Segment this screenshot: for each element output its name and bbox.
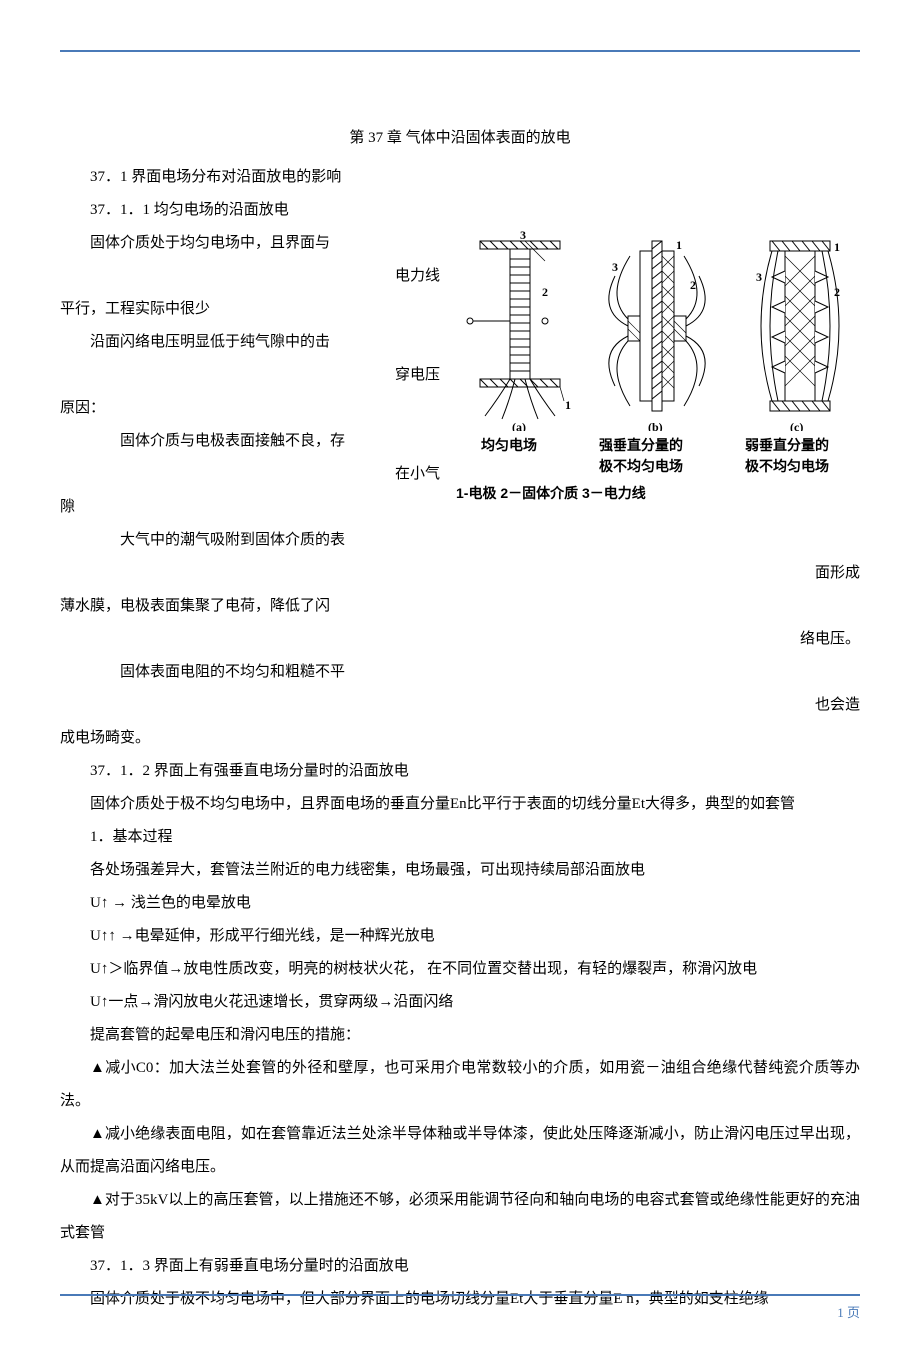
svg-text:1: 1: [565, 398, 571, 412]
figure-field-types: 3 2 1 (a): [450, 231, 860, 504]
body-text: ▲减小绝缘表面电阻，如在套管靠近法兰处涂半导体釉或半导体漆，使此处压降逐渐减小，…: [60, 1118, 860, 1184]
body-text: 固体介质处于极不均匀电场中，但大部分界面上的电场切线分量Et大于垂直分量E n，…: [60, 1283, 860, 1316]
page: 第 37 章 气体中沿固体表面的放电 37．1 界面电场分布对沿面放电的影响 3…: [0, 0, 920, 1356]
body-text: 也会造: [60, 689, 860, 722]
body-text: ▲对于35kV以上的高压套管，以上措施还不够，必须采用能调节径向和轴向电场的电容…: [60, 1184, 860, 1250]
page-number: 1 页: [837, 1299, 860, 1328]
section-37-1-1: 37．1．1 均匀电场的沿面放电: [60, 194, 860, 227]
body-text: 固体表面电阻的不均匀和粗糙不平: [60, 656, 860, 689]
body-text: U↑↑ →电晕延伸，形成平行细光线，是一种辉光放电: [60, 920, 860, 953]
body-text: 提高套管的起晕电压和滑闪电压的措施：: [60, 1019, 860, 1052]
body-text: 面形成: [60, 557, 860, 590]
section-37-1-3: 37．1．3 界面上有弱垂直电场分量时的沿面放电: [60, 1250, 860, 1283]
figure-column-labels: 均匀电场 强垂直分量的极不均匀电场 弱垂直分量的极不均匀电场: [450, 435, 860, 477]
body-text: 各处场强差异大，套管法兰附近的电力线密集，电场最强，可出现持续局部沿面放电: [60, 854, 860, 887]
svg-text:2: 2: [834, 285, 840, 299]
body-text: 成电场畸变。: [60, 722, 860, 755]
bottom-rule: [60, 1294, 860, 1296]
svg-text:1: 1: [676, 238, 682, 252]
section-37-1-2: 37．1．2 界面上有强垂直电场分量时的沿面放电: [60, 755, 860, 788]
svg-text:(c): (c): [790, 420, 803, 431]
figure-caption: 1-电极 2－固体介质 3－电力线: [450, 483, 860, 504]
svg-text:3: 3: [756, 270, 762, 284]
fig-label-a: 均匀电场: [481, 435, 537, 477]
body-text: U↑一点→滑闪放电火花迅速增长，贯穿两级→沿面闪络: [60, 986, 860, 1019]
chapter-title: 第 37 章 气体中沿固体表面的放电: [60, 122, 860, 155]
fig-label-b: 强垂直分量的极不均匀电场: [599, 435, 683, 477]
svg-text:2: 2: [542, 285, 548, 299]
svg-text:(a): (a): [512, 420, 526, 431]
body-text: 薄水膜，电极表面集聚了电荷，降低了闪: [60, 590, 860, 623]
body-text: U↑＞临界值→放电性质改变，明亮的树枝状火花， 在不同位置交替出现，有轻的爆裂声…: [60, 953, 860, 986]
svg-text:1: 1: [834, 240, 840, 254]
figure-svg: 3 2 1 (a): [450, 231, 860, 431]
svg-text:3: 3: [520, 231, 526, 242]
top-rule: [60, 50, 860, 52]
section-37-1: 37．1 界面电场分布对沿面放电的影响: [60, 161, 860, 194]
body-text: 络电压。: [60, 623, 860, 656]
body-text: U↑ → 浅兰色的电晕放电: [60, 887, 860, 920]
body-text: 固体介质处于极不均匀电场中，且界面电场的垂直分量En比平行于表面的切线分量Et大…: [60, 788, 860, 821]
body-text: 1．基本过程: [60, 821, 860, 854]
svg-text:2: 2: [690, 278, 696, 292]
fig-label-c: 弱垂直分量的极不均匀电场: [745, 435, 829, 477]
svg-text:3: 3: [612, 260, 618, 274]
body-text: ▲减小C0：加大法兰处套管的外径和壁厚，也可采用介电常数较小的介质，如用瓷－油组…: [60, 1052, 860, 1118]
svg-text:(b): (b): [648, 420, 663, 431]
body-text: 大气中的潮气吸附到固体介质的表: [60, 524, 860, 557]
